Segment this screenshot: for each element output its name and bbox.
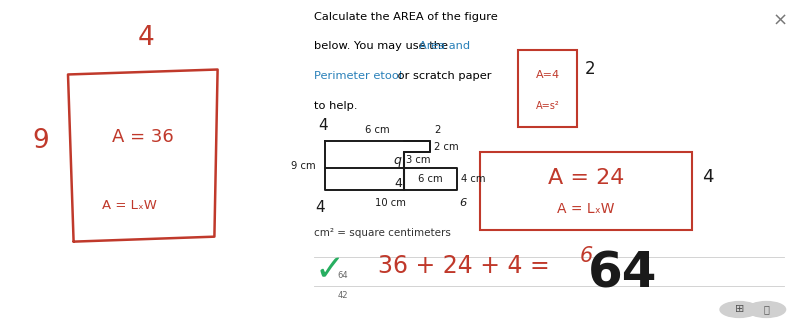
Text: 9: 9 xyxy=(33,128,50,154)
Text: A=4: A=4 xyxy=(535,70,560,80)
Circle shape xyxy=(720,302,758,317)
Bar xyxy=(518,50,577,127)
Text: 4: 4 xyxy=(138,25,154,51)
Text: 42: 42 xyxy=(338,291,348,300)
Text: ×: × xyxy=(772,12,787,29)
Bar xyxy=(480,152,692,230)
Text: 4: 4 xyxy=(394,177,402,190)
Text: 4 cm: 4 cm xyxy=(461,174,486,184)
Text: 10 cm: 10 cm xyxy=(375,198,406,208)
Text: 3 cm: 3 cm xyxy=(406,155,431,165)
Text: below. You may use the: below. You may use the xyxy=(314,41,452,51)
Text: 4: 4 xyxy=(318,118,328,133)
Text: 6 cm: 6 cm xyxy=(366,125,390,135)
Text: or scratch paper: or scratch paper xyxy=(394,71,492,81)
Text: Calculate the AREA of the figure: Calculate the AREA of the figure xyxy=(314,12,498,22)
Text: Perimeter etool: Perimeter etool xyxy=(314,71,402,81)
Text: ⊞: ⊞ xyxy=(734,305,744,314)
Text: 2 cm: 2 cm xyxy=(434,142,459,152)
Text: to help.: to help. xyxy=(314,101,358,111)
Text: 64: 64 xyxy=(588,249,658,297)
Text: 6: 6 xyxy=(459,198,466,208)
Text: 4: 4 xyxy=(315,200,325,214)
Text: A = 24: A = 24 xyxy=(548,168,624,188)
Text: 4: 4 xyxy=(702,168,713,186)
Text: A=s²: A=s² xyxy=(536,101,559,111)
Text: 6 cm: 6 cm xyxy=(418,174,442,184)
Text: A = 36: A = 36 xyxy=(111,128,174,146)
Text: A = LₓW: A = LₓW xyxy=(102,199,157,212)
Circle shape xyxy=(747,302,786,317)
Text: 36 + 24 + 4 =: 36 + 24 + 4 = xyxy=(378,255,550,278)
Text: 64: 64 xyxy=(338,271,348,280)
Text: 9 cm: 9 cm xyxy=(290,161,315,171)
Text: 2: 2 xyxy=(434,125,441,135)
Text: Area and: Area and xyxy=(419,41,470,51)
Text: cm² = square centimeters: cm² = square centimeters xyxy=(314,228,451,238)
Text: 6: 6 xyxy=(579,246,593,266)
Text: q: q xyxy=(393,154,401,167)
Text: 2: 2 xyxy=(585,60,595,78)
Text: 🔒: 🔒 xyxy=(763,305,770,314)
Text: ✓: ✓ xyxy=(314,253,345,287)
Text: A = LₓW: A = LₓW xyxy=(558,202,614,216)
